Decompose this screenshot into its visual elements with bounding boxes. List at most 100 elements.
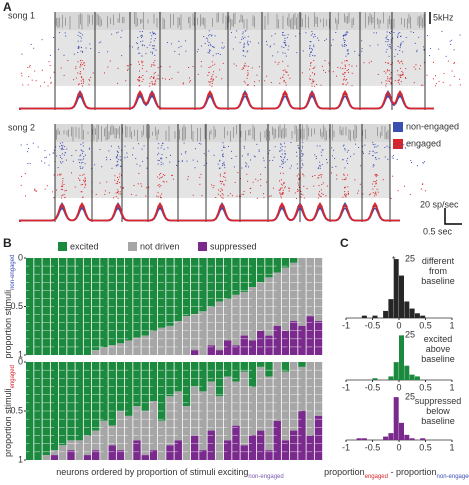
spike bbox=[90, 48, 92, 50]
spike bbox=[321, 174, 323, 176]
spike bbox=[152, 64, 154, 66]
bar-segment bbox=[224, 298, 232, 341]
spike bbox=[399, 36, 401, 38]
spike bbox=[141, 68, 143, 70]
spike bbox=[377, 145, 379, 147]
spike bbox=[249, 192, 251, 194]
spike bbox=[65, 190, 67, 192]
spike bbox=[405, 36, 407, 38]
spike bbox=[397, 81, 399, 83]
spike bbox=[326, 185, 328, 187]
spike bbox=[135, 42, 137, 44]
spike bbox=[256, 74, 258, 76]
bar-segment bbox=[306, 362, 314, 436]
spike bbox=[388, 55, 390, 57]
spike bbox=[325, 195, 327, 197]
spike bbox=[213, 46, 215, 48]
spike bbox=[397, 36, 399, 38]
spike bbox=[400, 81, 402, 83]
spike bbox=[222, 62, 224, 64]
spike bbox=[222, 156, 224, 158]
significance-marker: * bbox=[392, 254, 396, 264]
spike bbox=[149, 32, 151, 34]
spike bbox=[343, 35, 345, 37]
spike bbox=[390, 197, 392, 199]
spike bbox=[115, 196, 117, 198]
spike bbox=[413, 32, 415, 34]
spike bbox=[115, 156, 117, 158]
spike bbox=[143, 145, 145, 147]
spike bbox=[386, 31, 388, 33]
spike bbox=[399, 74, 401, 76]
spike bbox=[358, 190, 360, 192]
spike bbox=[391, 62, 393, 64]
spike bbox=[344, 64, 346, 66]
spike bbox=[75, 68, 77, 70]
spike bbox=[409, 193, 411, 195]
spike bbox=[287, 65, 289, 67]
spike bbox=[110, 145, 112, 147]
spike bbox=[282, 31, 284, 33]
spike bbox=[387, 80, 389, 82]
spike bbox=[84, 163, 86, 165]
spike bbox=[390, 31, 392, 33]
bar-segment bbox=[174, 391, 182, 441]
spike bbox=[59, 173, 61, 175]
spike bbox=[348, 53, 350, 55]
spike bbox=[247, 70, 249, 72]
spike bbox=[311, 85, 313, 87]
spike bbox=[160, 197, 162, 199]
x-tick-label: -0.5 bbox=[365, 442, 381, 452]
spike bbox=[231, 158, 233, 160]
spike bbox=[385, 80, 387, 82]
spike bbox=[403, 185, 405, 187]
spike bbox=[47, 85, 49, 87]
spike bbox=[71, 155, 73, 157]
spike bbox=[432, 78, 434, 80]
legend-swatch bbox=[58, 242, 67, 251]
spike bbox=[318, 185, 320, 187]
spike bbox=[60, 188, 62, 190]
spike bbox=[160, 177, 162, 179]
spike bbox=[316, 145, 318, 147]
bar-segment bbox=[199, 311, 207, 355]
bar-segment bbox=[149, 258, 158, 331]
spike bbox=[344, 76, 346, 78]
spike bbox=[59, 174, 61, 176]
spike bbox=[377, 191, 379, 193]
bar-segment bbox=[248, 362, 257, 387]
spike bbox=[209, 81, 211, 83]
spike bbox=[169, 66, 171, 68]
spike bbox=[282, 159, 284, 161]
spike bbox=[384, 146, 386, 148]
spike bbox=[194, 167, 196, 169]
histogram-bar bbox=[361, 315, 367, 318]
spike bbox=[30, 43, 32, 45]
bar-segment bbox=[100, 258, 108, 348]
bar-segment bbox=[125, 340, 133, 355]
spike bbox=[154, 81, 156, 83]
spike bbox=[342, 45, 344, 47]
spike bbox=[399, 67, 401, 69]
spike bbox=[182, 83, 184, 85]
spike bbox=[302, 194, 304, 196]
spike bbox=[284, 156, 286, 158]
spike bbox=[342, 145, 344, 147]
spike bbox=[120, 175, 122, 177]
x-tick-label: -0.5 bbox=[365, 320, 381, 330]
spike bbox=[277, 63, 279, 65]
bar-segment bbox=[26, 362, 34, 460]
spike bbox=[48, 164, 50, 166]
spike bbox=[286, 37, 288, 39]
spike bbox=[415, 64, 417, 66]
spike bbox=[81, 51, 83, 53]
spike bbox=[80, 191, 82, 193]
spike bbox=[77, 52, 79, 54]
bar-segment bbox=[199, 362, 207, 392]
spike bbox=[219, 173, 221, 175]
spike bbox=[397, 46, 399, 48]
spike bbox=[296, 197, 298, 199]
spike bbox=[154, 33, 156, 35]
spike bbox=[260, 185, 262, 187]
spike bbox=[101, 166, 103, 168]
